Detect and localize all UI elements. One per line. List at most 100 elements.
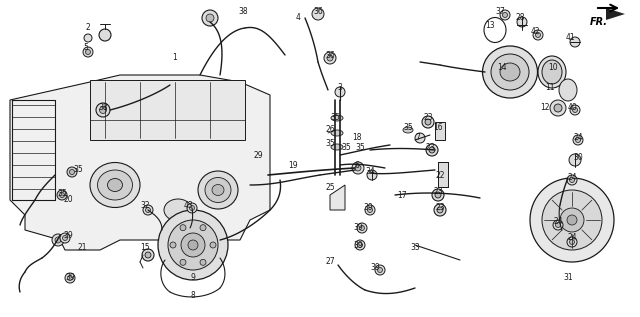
Ellipse shape [500,63,520,81]
Text: 13: 13 [485,21,495,29]
Circle shape [567,175,577,185]
Circle shape [358,243,362,248]
Ellipse shape [538,56,566,88]
Text: 41: 41 [565,34,575,42]
Circle shape [567,215,577,225]
Circle shape [170,242,176,248]
Circle shape [83,47,93,57]
Ellipse shape [108,178,122,191]
Text: 35: 35 [325,139,335,147]
Circle shape [145,208,150,212]
Text: 23: 23 [433,187,443,197]
Ellipse shape [212,184,224,196]
Circle shape [357,223,367,233]
Text: 26: 26 [325,126,335,134]
Text: 23: 23 [423,113,433,122]
Text: 18: 18 [352,133,362,143]
Circle shape [200,259,206,265]
Circle shape [415,133,425,143]
Text: 16: 16 [433,124,443,133]
Circle shape [570,178,575,183]
Text: 10: 10 [548,63,558,73]
Text: 28: 28 [515,14,525,23]
Text: 36: 36 [313,8,323,16]
Ellipse shape [331,144,343,150]
Circle shape [425,119,431,125]
Text: 11: 11 [545,83,555,93]
Text: 22: 22 [435,171,445,179]
Circle shape [63,236,67,241]
Text: 35: 35 [330,113,340,122]
Text: 24: 24 [567,234,577,243]
Circle shape [542,190,602,250]
Circle shape [533,30,543,40]
Text: 31: 31 [563,274,573,282]
Ellipse shape [483,46,538,98]
Circle shape [143,205,153,215]
Circle shape [52,234,64,246]
Ellipse shape [97,170,132,200]
Circle shape [517,17,527,27]
Circle shape [57,190,67,200]
Circle shape [570,105,580,115]
Circle shape [60,192,65,197]
Text: 43: 43 [183,200,193,210]
Text: 35: 35 [341,144,351,152]
Text: 5: 5 [84,43,88,53]
Ellipse shape [491,54,529,90]
Circle shape [360,225,365,230]
Text: 12: 12 [540,103,550,113]
Text: 24: 24 [553,217,563,227]
Circle shape [434,204,446,216]
Circle shape [142,249,154,261]
Text: 32: 32 [140,200,150,210]
Text: 17: 17 [397,191,407,199]
Circle shape [70,170,74,174]
Circle shape [180,225,186,231]
Circle shape [335,87,345,97]
Circle shape [375,265,385,275]
Circle shape [437,207,443,213]
Text: 6: 6 [355,160,360,170]
Text: 38: 38 [238,8,248,16]
Circle shape [168,220,218,270]
Circle shape [181,233,205,257]
Text: 9: 9 [191,274,195,282]
Ellipse shape [331,115,343,121]
Bar [90,80,245,140]
Circle shape [550,100,566,116]
Circle shape [352,162,364,174]
Text: 30: 30 [573,153,583,163]
Text: 24: 24 [567,173,577,183]
Text: 39: 39 [65,274,75,282]
Circle shape [570,240,575,244]
Circle shape [556,223,561,228]
Circle shape [567,237,577,247]
Text: 39: 39 [63,230,73,240]
Text: 25: 25 [325,184,335,192]
Polygon shape [10,75,270,250]
Circle shape [355,240,365,250]
Circle shape [502,12,508,17]
Text: 42: 42 [530,28,540,36]
Polygon shape [330,185,345,210]
Ellipse shape [198,171,238,209]
Circle shape [188,240,198,250]
Ellipse shape [559,79,577,101]
Circle shape [210,242,216,248]
Circle shape [554,104,562,112]
Circle shape [189,205,195,210]
Text: 34: 34 [365,167,375,177]
Circle shape [65,273,75,283]
Circle shape [206,14,214,22]
Text: 36: 36 [325,50,335,60]
Circle shape [202,10,218,26]
Bar [435,122,445,140]
Circle shape [500,10,510,20]
Ellipse shape [164,199,192,221]
Circle shape [60,233,70,243]
Circle shape [365,205,375,215]
Circle shape [553,220,563,230]
Text: 15: 15 [140,243,150,253]
Circle shape [426,144,438,156]
